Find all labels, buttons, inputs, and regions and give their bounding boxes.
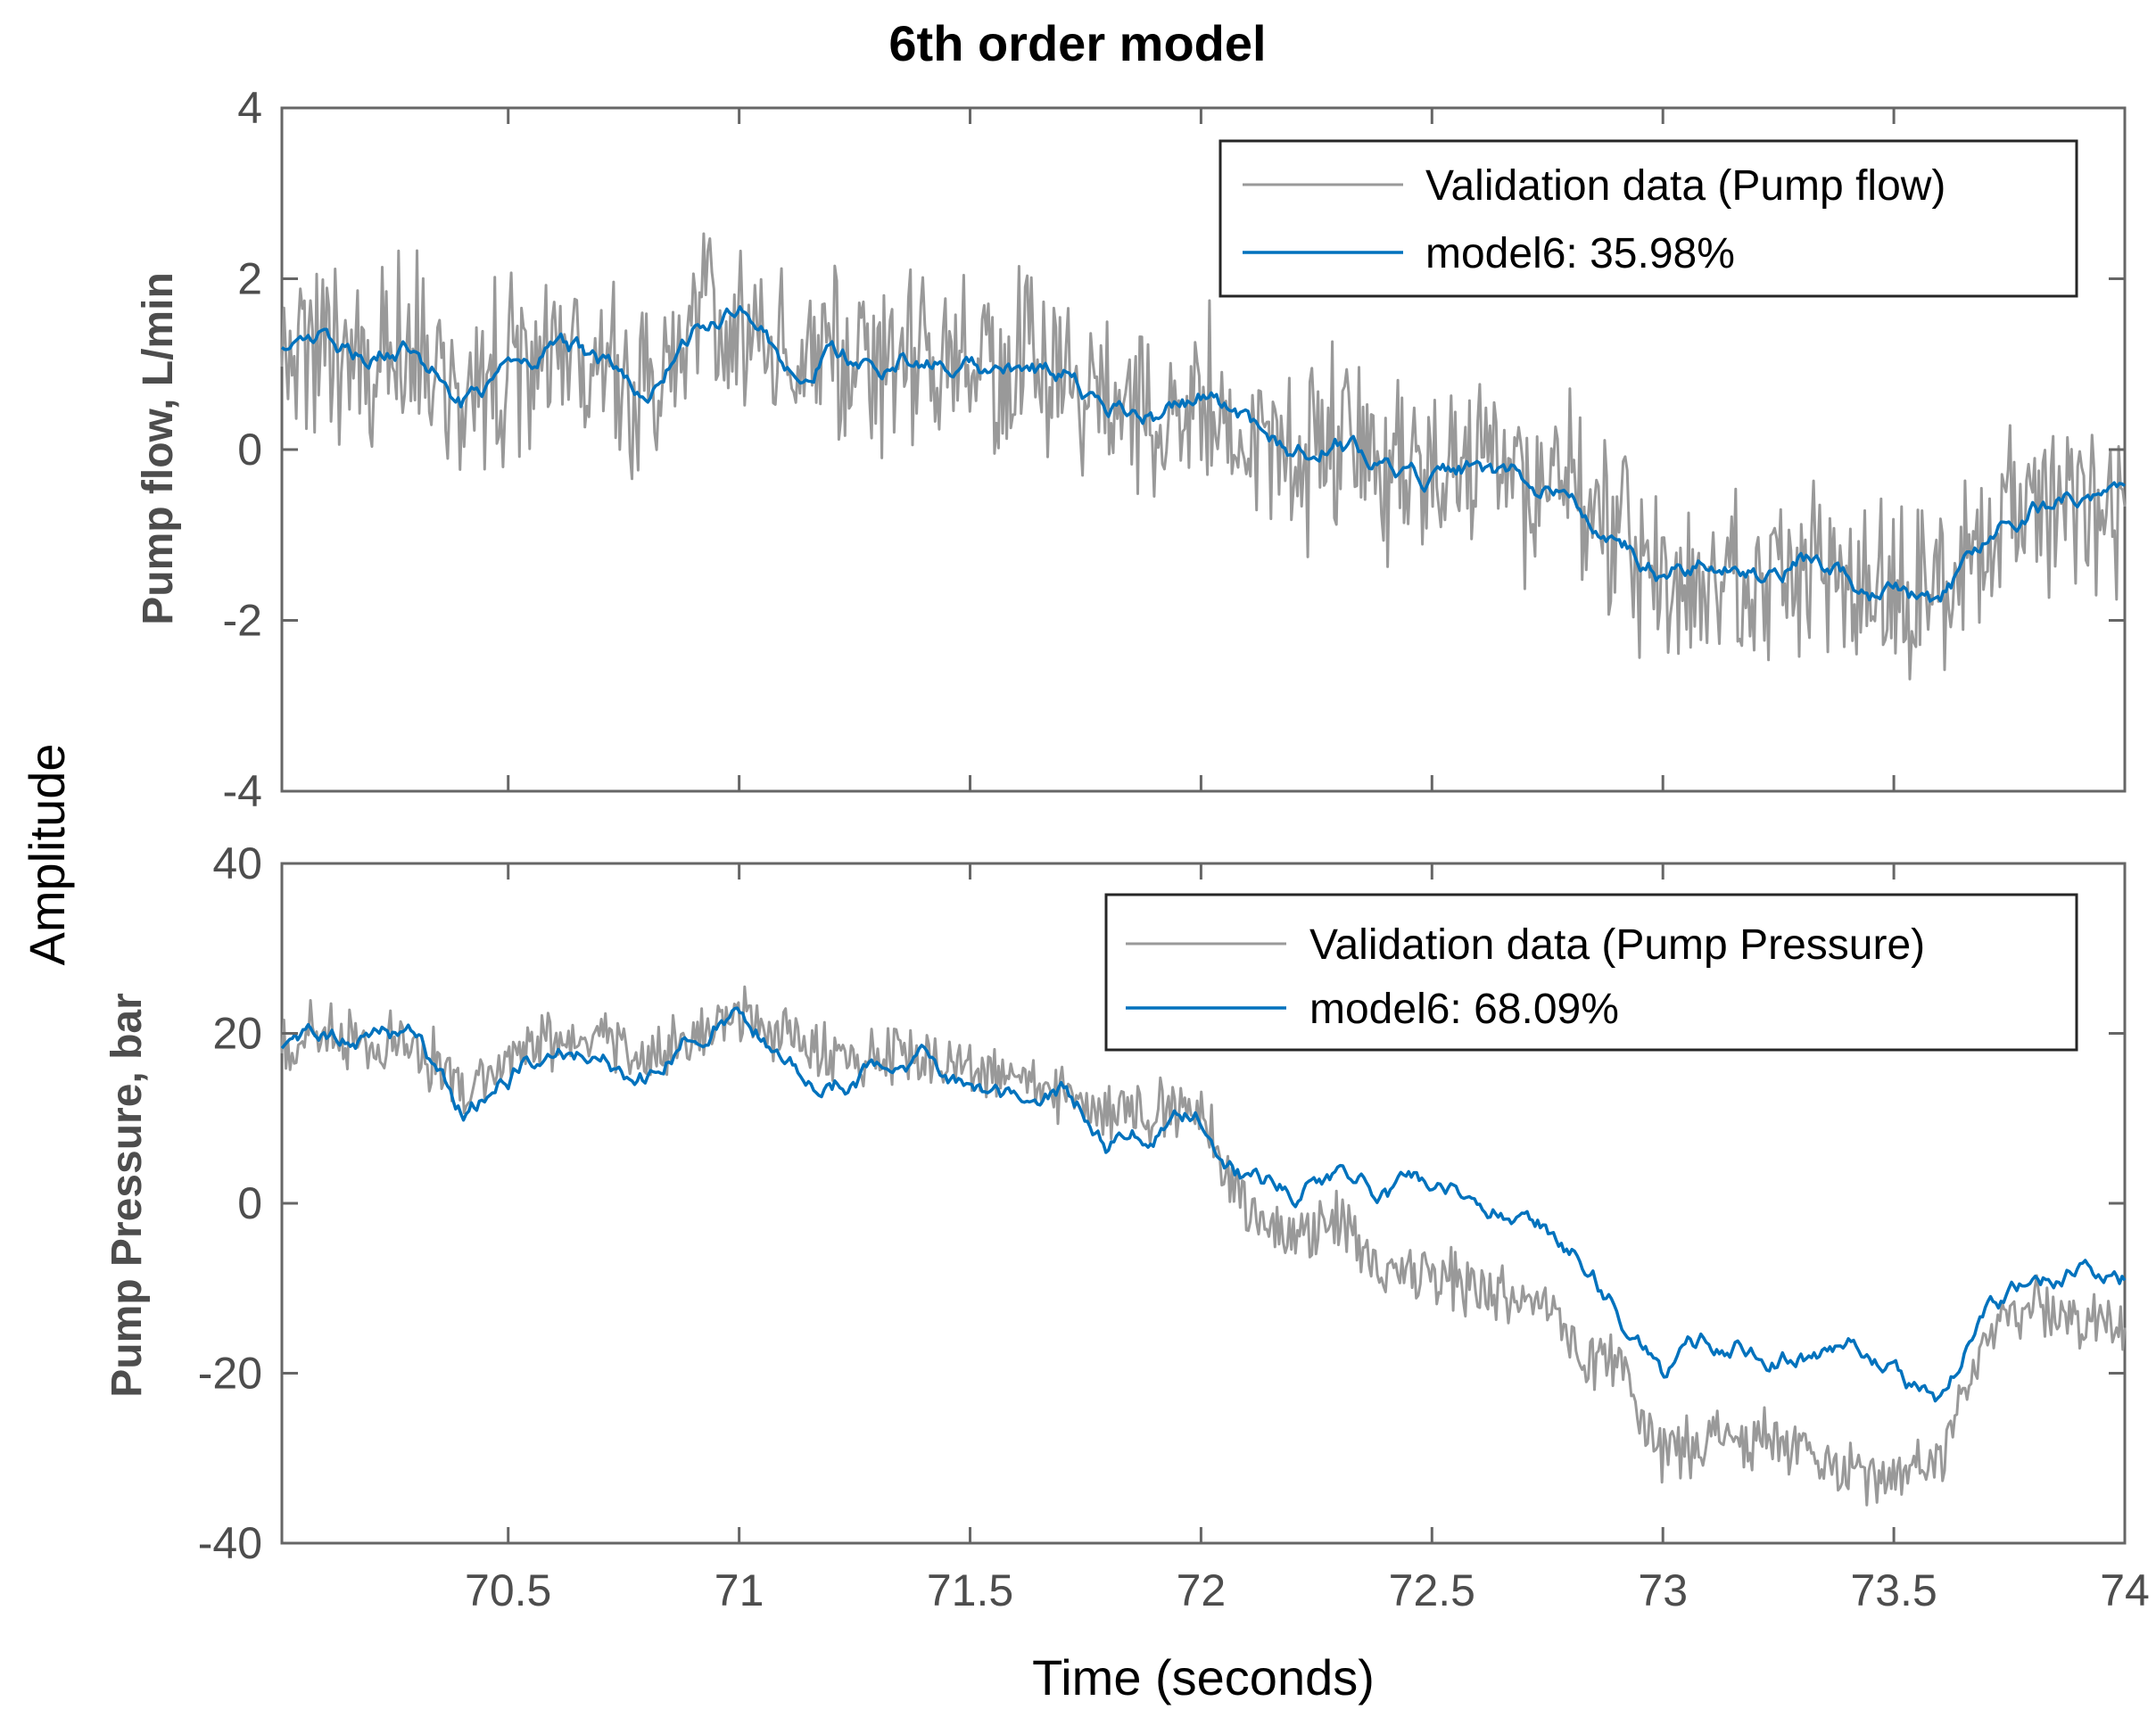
legend-entry-model-pressure: model6: 68.09% [1309, 986, 1619, 1033]
y-tick-label-1-2: 0 [237, 1178, 262, 1228]
series-model6-line-1 [280, 1006, 2127, 1403]
y-axis-label-pump-flow: Pump flow, L/min [135, 272, 182, 625]
subplot-pump-pressure: -40 -20 0 20 40 Pump Pressure, bar Validatio… [103, 838, 2127, 1568]
tick-marks-pump-flow [507, 108, 2127, 791]
y-axis-label-pump-pressure: Pump Pressure, bar [103, 993, 151, 1398]
x-tick-label-4: 72.5 [1389, 1565, 1475, 1615]
y-tick-label-0-4: 4 [237, 83, 262, 133]
x-tick-label-3: 72 [1177, 1565, 1227, 1615]
x-tick-label-6: 73.5 [1850, 1565, 1937, 1615]
shared-y-axis-label: Amplitude [19, 743, 75, 965]
legend-pump-flow: Validation data (Pump flow) model6: 35.9… [1218, 139, 2078, 298]
x-tick-label-1: 71 [715, 1565, 764, 1615]
x-tick-label-5: 73 [1638, 1565, 1688, 1615]
series-group-pump-pressure [280, 985, 2127, 1507]
tick-marks-pump-pressure [507, 863, 2127, 1543]
y-tick-label-0-1: -2 [223, 596, 262, 646]
y-tick-label-1-0: -40 [198, 1518, 262, 1568]
legend-entry-validation-flow: Validation data (Pump flow) [1425, 162, 1945, 210]
x-axis-label: Time (seconds) [1032, 1649, 1375, 1705]
y-tick-label-1-1: -20 [198, 1349, 262, 1399]
y-ticks-pump-pressure: -40 -20 0 20 40 [198, 838, 2125, 1568]
x-tick-label-0: 70.5 [465, 1565, 551, 1615]
series-group-pump-flow [280, 232, 2127, 681]
legend-box-pump-pressure [1104, 893, 2078, 1052]
y-tick-label-1-4: 40 [212, 838, 262, 888]
legend-entry-model-flow: model6: 35.98% [1425, 230, 1735, 277]
y-tick-label-0-0: -4 [223, 766, 262, 816]
y-tick-label-0-3: 2 [237, 254, 262, 304]
subplot-pump-flow: -4 -2 0 2 4 Pump flow, L/min Validation data… [135, 83, 2127, 816]
x-tick-label-2: 71.5 [927, 1565, 1013, 1615]
series-validation-line-1 [280, 985, 2127, 1507]
x-tick-label-7: 74 [2100, 1565, 2150, 1615]
y-tick-label-1-3: 20 [212, 1009, 262, 1059]
legend-pump-pressure: Validation data (Pump Pressure) model6: … [1104, 893, 2078, 1052]
x-tick-labels: 70.5 71 71.5 72 72.5 73 73.5 74 [465, 1565, 2150, 1615]
y-tick-label-0-2: 0 [237, 425, 262, 475]
series-model6-line-0 [280, 305, 2127, 603]
legend-box-pump-flow [1218, 139, 2078, 298]
chart-title: 6th order model [888, 15, 1266, 71]
legend-entry-validation-pressure: Validation data (Pump Pressure) [1309, 921, 1925, 969]
y-ticks-pump-flow: -4 -2 0 2 4 [223, 83, 2125, 816]
